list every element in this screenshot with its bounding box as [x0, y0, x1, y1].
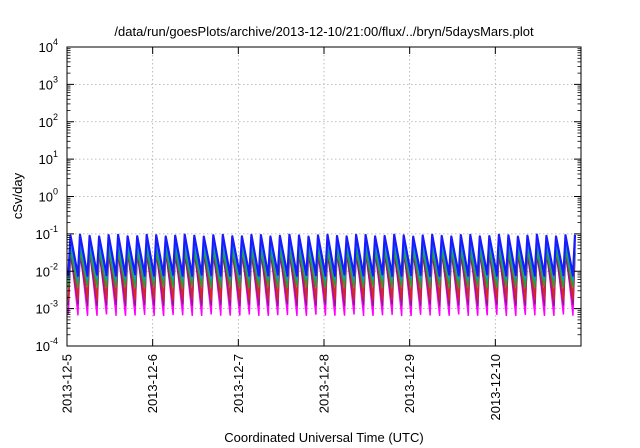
x-tick-label: 2013-12-10	[488, 354, 503, 421]
y-tick-mantissa: 10	[39, 152, 53, 167]
y-tick-exponent: -1	[50, 224, 58, 234]
y-tick-mantissa: 10	[39, 190, 53, 205]
y-tick-exponent: 4	[53, 37, 58, 47]
y-tick-label: 104	[39, 37, 58, 55]
y-tick-exponent: -3	[50, 299, 58, 309]
y-tick-label: 10-3	[36, 299, 58, 317]
y-axis-label: cSv/day	[10, 172, 25, 219]
y-tick-mantissa: 10	[36, 339, 50, 354]
x-tick-label: 2013-12-8	[317, 354, 332, 413]
y-tick-exponent: 1	[53, 149, 58, 159]
x-tick-label: 2013-12-7	[231, 354, 246, 413]
y-tick-exponent: -4	[50, 336, 58, 346]
y-tick-mantissa: 10	[36, 227, 50, 242]
chart-title: /data/run/goesPlots/archive/2013-12-10/2…	[114, 24, 534, 39]
x-axis-label: Coordinated Universal Time (UTC)	[224, 430, 423, 445]
y-tick-mantissa: 10	[39, 77, 53, 92]
x-tick-label: 2013-12-9	[402, 354, 417, 413]
x-tick-label: 2013-12-6	[145, 354, 160, 413]
x-tick-label: 2013-12-5	[60, 354, 75, 413]
y-tick-mantissa: 10	[39, 115, 53, 130]
y-tick-label: 101	[39, 149, 58, 167]
series-line	[67, 233, 577, 277]
axis-ticks	[66, 46, 581, 347]
series-line	[67, 249, 576, 288]
y-tick-label: 10-1	[36, 224, 58, 242]
series-group	[67, 233, 577, 317]
y-tick-exponent: 3	[53, 74, 58, 84]
y-tick-label: 10-4	[36, 336, 58, 354]
y-tick-label: 103	[39, 74, 58, 92]
y-tick-mantissa: 10	[36, 264, 50, 279]
y-tick-exponent: -2	[50, 261, 58, 271]
y-tick-exponent: 0	[53, 187, 58, 197]
y-tick-label: 100	[39, 187, 58, 205]
y-tick-label: 102	[39, 112, 58, 130]
y-tick-label: 10-2	[36, 261, 58, 279]
x-tick-labels: 2013-12-5 2013-12-6 2013-12-7 2013-12-8 2013…	[60, 354, 503, 421]
y-tick-mantissa: 10	[39, 40, 53, 55]
y-tick-mantissa: 10	[36, 302, 50, 317]
y-tick-exponent: 2	[53, 112, 58, 122]
